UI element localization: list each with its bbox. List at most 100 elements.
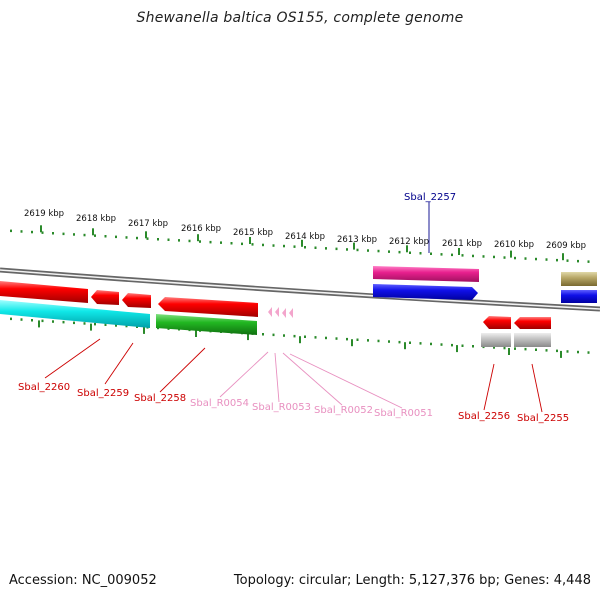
minor-tick	[335, 247, 338, 251]
label-sbal-2255[interactable]: Sbal_2255	[517, 413, 569, 424]
label-sbal-r0051[interactable]: Sbal_R0051	[374, 408, 433, 419]
minor-tick	[377, 249, 380, 253]
minor-tick	[136, 236, 138, 240]
minor-tick	[73, 233, 75, 236]
minor-tick	[73, 321, 75, 325]
minor-tick	[83, 233, 86, 237]
leader-sbal-2255	[531, 363, 543, 413]
gene-sbal-2257-blue[interactable]	[373, 284, 478, 300]
minor-tick	[587, 260, 590, 263]
minor-tick	[41, 231, 44, 234]
feature-gray-b[interactable]	[514, 333, 551, 347]
minor-tick	[493, 346, 495, 349]
minor-tick	[535, 257, 537, 261]
minor-tick	[503, 346, 506, 350]
minor-tick	[440, 253, 443, 256]
minor-tick	[440, 343, 443, 346]
minor-tick	[230, 242, 233, 245]
genome-backbone-inner	[0, 269, 600, 310]
gene-sbal-2256[interactable]	[483, 316, 511, 329]
minor-tick	[367, 249, 369, 252]
label-sbal-r0054[interactable]: Sbal_R0054	[190, 398, 249, 409]
minor-tick	[283, 334, 285, 337]
gene-sbal-2255[interactable]	[514, 317, 551, 329]
label-sbal-2256[interactable]: Sbal_2256	[458, 411, 510, 422]
ruler-labels: 2619 kbp 2618 kbp 2617 kbp 2616 kbp 2615…	[24, 209, 586, 251]
minor-tick	[178, 239, 180, 242]
rna-sbal-r0054[interactable]	[268, 307, 272, 317]
minor-tick	[20, 318, 23, 321]
major-tick	[404, 342, 406, 350]
label-sbal-2257[interactable]: Sbal_2257	[404, 192, 456, 203]
label-sbal-r0053[interactable]: Sbal_R0053	[252, 402, 311, 413]
major-tick	[143, 326, 145, 334]
label-sbal-r0052[interactable]: Sbal_R0052	[314, 405, 373, 416]
minor-tick	[125, 236, 128, 239]
minor-tick	[272, 333, 275, 337]
major-tick	[195, 330, 197, 337]
label-sbal-2260[interactable]: Sbal_2260	[18, 382, 70, 393]
minor-tick	[304, 335, 306, 338]
minor-tick	[556, 258, 558, 262]
gene-sbal-2260[interactable]	[0, 281, 88, 303]
minor-tick	[367, 339, 369, 342]
major-tick	[40, 225, 42, 233]
major-tick	[353, 242, 355, 250]
label-sbal-2259[interactable]: Sbal_2259	[77, 388, 129, 399]
feature-blue-right[interactable]	[561, 290, 597, 303]
major-tick	[510, 250, 512, 258]
minor-tick	[104, 323, 107, 326]
feature-green[interactable]	[156, 314, 257, 335]
minor-tick	[461, 344, 464, 347]
minor-tick	[514, 256, 516, 260]
genome-summary-text: Topology: circular; Length: 5,127,376 bp…	[233, 573, 591, 588]
ruler-label: 2612 kbp	[389, 237, 429, 247]
minor-tick	[461, 254, 464, 257]
minor-tick	[62, 232, 65, 236]
rna-sbal-r0052[interactable]	[282, 308, 286, 318]
minor-tick	[188, 239, 191, 243]
gene-sbal-2259a[interactable]	[91, 290, 119, 305]
minor-tick	[262, 333, 264, 336]
minor-tick	[566, 259, 569, 262]
ruler-label: 2610 kbp	[494, 240, 534, 250]
minor-tick	[104, 235, 107, 238]
feature-cyan[interactable]	[0, 300, 150, 328]
minor-tick	[304, 246, 306, 249]
leader-sbal-2260	[44, 338, 101, 379]
minor-tick	[115, 324, 117, 327]
leader-sbal-r0052	[282, 352, 343, 406]
ruler-top	[10, 225, 590, 263]
ruler-label: 2614 kbp	[285, 232, 325, 242]
minor-tick	[31, 230, 33, 234]
gene-sbal-2257-magenta[interactable]	[373, 266, 479, 282]
gene-sbal-2258[interactable]	[158, 297, 258, 317]
minor-tick	[115, 235, 117, 239]
ruler-label: 2619 kbp	[24, 209, 64, 219]
minor-tick	[199, 240, 201, 243]
feature-gray-a[interactable]	[481, 333, 511, 347]
gene-sbal-2259b[interactable]	[122, 293, 151, 308]
genome-backbone	[0, 267, 600, 312]
minor-tick	[493, 255, 495, 259]
leader-sbal-2259	[104, 342, 134, 385]
label-sbal-2258[interactable]: Sbal_2258	[134, 393, 186, 404]
minor-tick	[62, 320, 65, 324]
ruler-label: 2613 kbp	[337, 235, 377, 245]
major-tick	[90, 323, 92, 331]
genome-title: Shewanella baltica OS155, complete genom…	[136, 10, 464, 26]
minor-tick	[325, 336, 327, 340]
minor-tick	[346, 248, 348, 251]
major-tick	[458, 248, 460, 255]
rna-sbal-r0053[interactable]	[275, 307, 279, 317]
minor-tick	[10, 229, 12, 233]
minor-tick	[314, 336, 317, 339]
feature-olive[interactable]	[561, 272, 597, 286]
minor-tick	[535, 348, 537, 351]
rna-sbal-r0051[interactable]	[289, 308, 293, 318]
gene-labels: Sbal_2257 Sbal_2260 Sbal_2259 Sbal_2258 …	[18, 192, 569, 424]
minor-tick	[20, 230, 23, 233]
major-tick	[560, 350, 562, 358]
reverse-features	[0, 281, 551, 347]
